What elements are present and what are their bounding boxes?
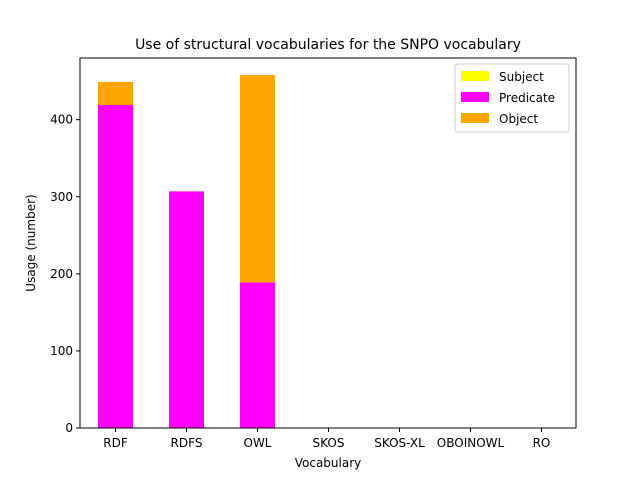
legend-label-predicate: Predicate (499, 91, 555, 105)
legend: Subject Predicate Object (454, 63, 570, 133)
bar-object-owl (240, 74, 275, 283)
legend-swatch-predicate (461, 92, 489, 102)
bar-predicate-rdfs (169, 191, 204, 428)
x-axis: RDF RDFS OWL SKOS SKOS-XL OBOINOWL RO (103, 428, 550, 450)
x-tick-label: SKOS-XL (374, 436, 425, 450)
legend-label-subject: Subject (499, 70, 544, 84)
chart-title: Use of structural vocabularies for the S… (135, 37, 521, 53)
x-axis-label: Vocabulary (295, 456, 362, 470)
x-tick-label: RDFS (171, 436, 203, 450)
x-tick-label: RO (533, 436, 551, 450)
y-tick-label: 300 (50, 190, 73, 204)
bar-predicate-rdf (98, 105, 133, 428)
x-tick-label: OWL (244, 436, 272, 450)
bar-object-rdf (98, 81, 133, 106)
x-tick-label: SKOS (313, 436, 345, 450)
y-tick-label: 0 (65, 421, 73, 435)
x-tick-label: RDF (103, 436, 128, 450)
legend-swatch-object (461, 113, 489, 123)
bar-predicate-owl (240, 282, 275, 428)
bars-group (98, 74, 275, 428)
legend-label-object: Object (499, 112, 538, 126)
x-tick-label: OBOINOWL (437, 436, 505, 450)
y-tick-label: 100 (50, 344, 73, 358)
y-axis: 0 100 200 300 400 (50, 113, 80, 435)
y-axis-label: Usage (number) (24, 194, 38, 291)
legend-swatch-subject (461, 71, 489, 81)
y-tick-label: 200 (50, 267, 73, 281)
y-tick-label: 400 (50, 113, 73, 127)
